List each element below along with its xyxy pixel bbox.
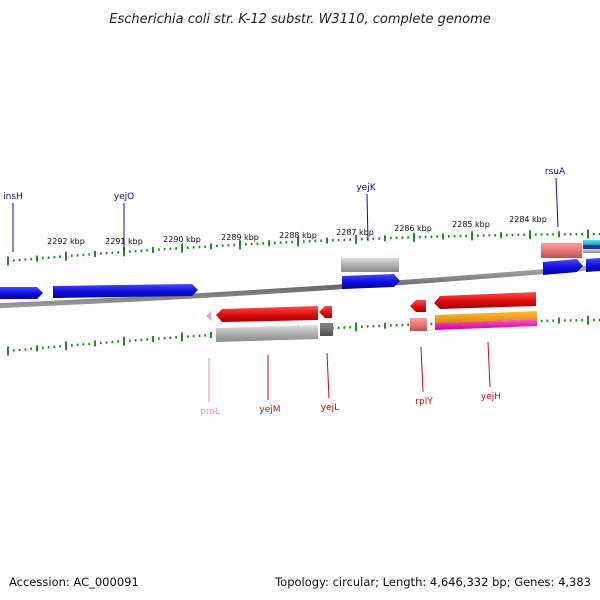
pink-feature[interactable] <box>410 318 427 331</box>
reverse-gene-arrow[interactable] <box>434 292 536 309</box>
gene-label-rply[interactable]: rplY <box>415 397 433 407</box>
forward-gene-arrow[interactable] <box>342 274 400 289</box>
dark-gray-feature[interactable] <box>320 323 333 336</box>
gene-label-yejh[interactable]: yejH <box>481 392 501 402</box>
outer-tick-ring <box>7 229 600 266</box>
label-leader-line <box>555 177 559 228</box>
gene-label-yejl[interactable]: yejL <box>321 403 339 413</box>
gene-label-yejo[interactable]: yejO <box>114 192 134 202</box>
tick-label: 2287 kbp <box>336 228 374 237</box>
label-leader-line <box>326 352 330 399</box>
gene-label-prol[interactable]: proL <box>200 407 220 417</box>
gene-label-rsua[interactable]: rsuA <box>545 167 566 177</box>
gene-label-yejm[interactable]: yejM <box>259 405 280 415</box>
gray-feature[interactable] <box>216 325 318 342</box>
forward-gene-arrow[interactable] <box>586 258 600 272</box>
reverse-strand-features <box>206 292 537 342</box>
forward-gene-labels: insH yejO yejK rsuA <box>3 167 566 252</box>
navy-feature[interactable] <box>583 245 600 249</box>
forward-gene-arrow[interactable] <box>0 287 43 299</box>
forward-gene-arrow[interactable] <box>53 284 198 298</box>
genome-backbone <box>0 264 600 309</box>
magenta-feature[interactable] <box>435 319 537 330</box>
tick-label: 2284 kbp <box>509 215 547 224</box>
pink-feature[interactable] <box>541 243 582 258</box>
cyan-feature[interactable] <box>583 240 600 245</box>
gray-feature[interactable] <box>341 258 399 272</box>
gene-label-yejk[interactable]: yejK <box>356 183 376 193</box>
forward-strand-features <box>0 240 600 299</box>
tick-label: 2289 kbp <box>221 233 259 242</box>
map-title: Escherichia coli str. K-12 substr. W3110… <box>109 12 490 27</box>
gene-label-insh[interactable]: insH <box>3 192 23 202</box>
tick-label: 2288 kbp <box>279 231 317 240</box>
reverse-gene-arrow[interactable] <box>319 306 332 318</box>
tick-label: 2292 kbp <box>47 237 85 246</box>
genome-stats-text: Topology: circular; Length: 4,646,332 bp… <box>274 575 591 589</box>
reverse-gene-arrow[interactable] <box>410 300 426 312</box>
label-leader-line <box>487 341 491 388</box>
label-leader-line <box>366 193 369 242</box>
reverse-gene-arrow[interactable] <box>206 311 211 321</box>
accession-text: Accession: AC_000091 <box>9 575 139 589</box>
tick-label: 2290 kbp <box>163 235 201 244</box>
gray-feature[interactable] <box>583 249 600 253</box>
tick-label: 2285 kbp <box>452 220 490 229</box>
reverse-gene-labels: proL yejM yejL rplY yejH <box>200 341 501 417</box>
reverse-gene-arrow[interactable] <box>216 306 318 322</box>
forward-gene-arrow[interactable] <box>543 259 583 275</box>
tick-label: 2286 kbp <box>394 224 432 233</box>
label-leader-line <box>420 346 424 393</box>
